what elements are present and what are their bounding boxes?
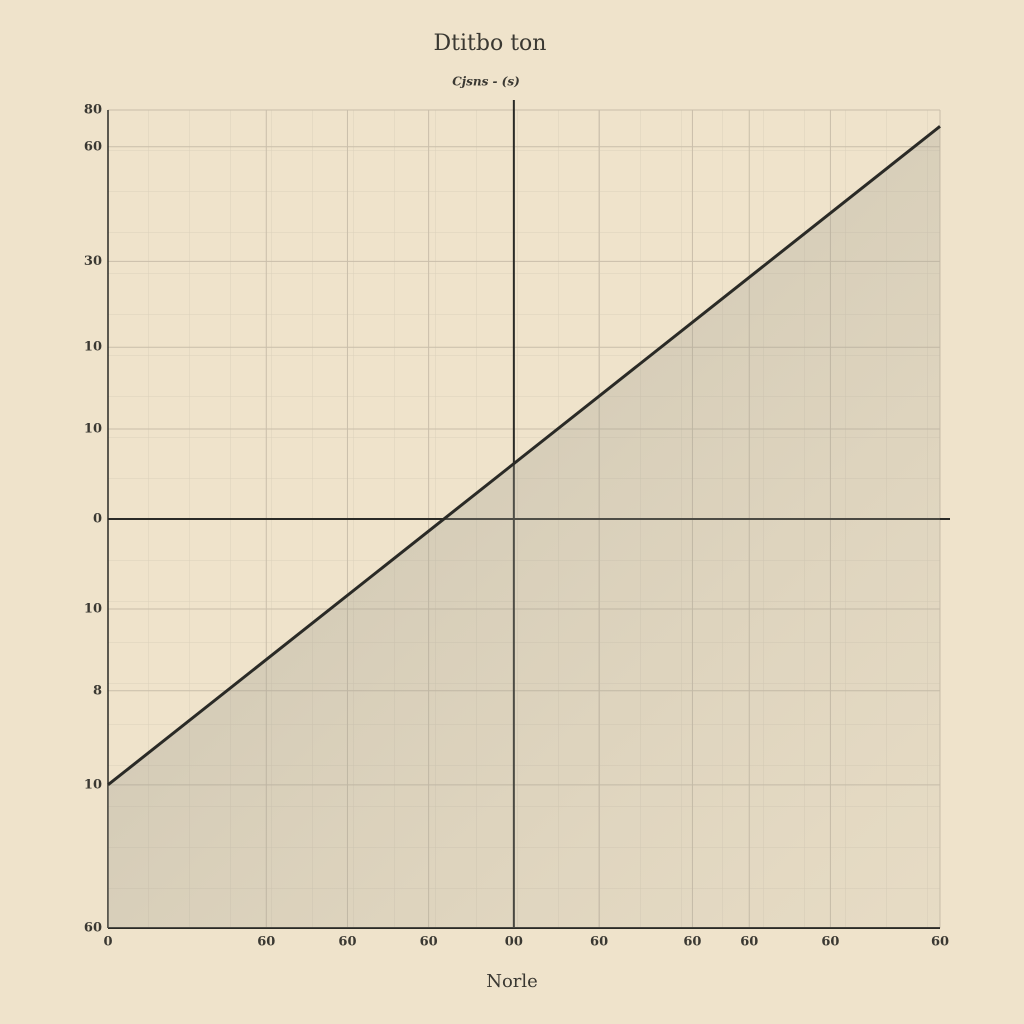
x-tick-label: 00 <box>505 935 523 950</box>
line <box>107 125 941 787</box>
x-tick-label: 60 <box>931 935 949 950</box>
y-tick-label: 80 <box>84 103 102 118</box>
x-tick-label: 60 <box>683 935 701 950</box>
x-tick-label: 60 <box>257 935 275 950</box>
area-shade <box>108 126 940 929</box>
x-tick-label: 60 <box>821 935 839 950</box>
x-tick-label: 60 <box>420 935 438 950</box>
y-tick-label: 10 <box>84 777 102 792</box>
y-tick-label: 10 <box>84 340 102 355</box>
x-tick-label: 0 <box>103 935 112 950</box>
y-tick-label: 10 <box>84 601 102 616</box>
y-tick-label: 30 <box>84 254 102 269</box>
y-tick-label: 10 <box>84 422 102 437</box>
y-tick-label: 0 <box>93 512 102 527</box>
y-tick-label: 60 <box>84 139 102 154</box>
chart-title: Dtitbo ton <box>434 31 547 56</box>
x-tick-label: 60 <box>590 935 608 950</box>
x-tick-label: 60 <box>740 935 758 950</box>
y-tick-label: 60 <box>84 921 102 936</box>
x-tick-label: 60 <box>338 935 356 950</box>
y-tick-label: 8 <box>93 683 102 698</box>
chart-subtitle: Cjsns - (s) <box>452 75 520 89</box>
x-axis-label: Norle <box>486 971 538 992</box>
